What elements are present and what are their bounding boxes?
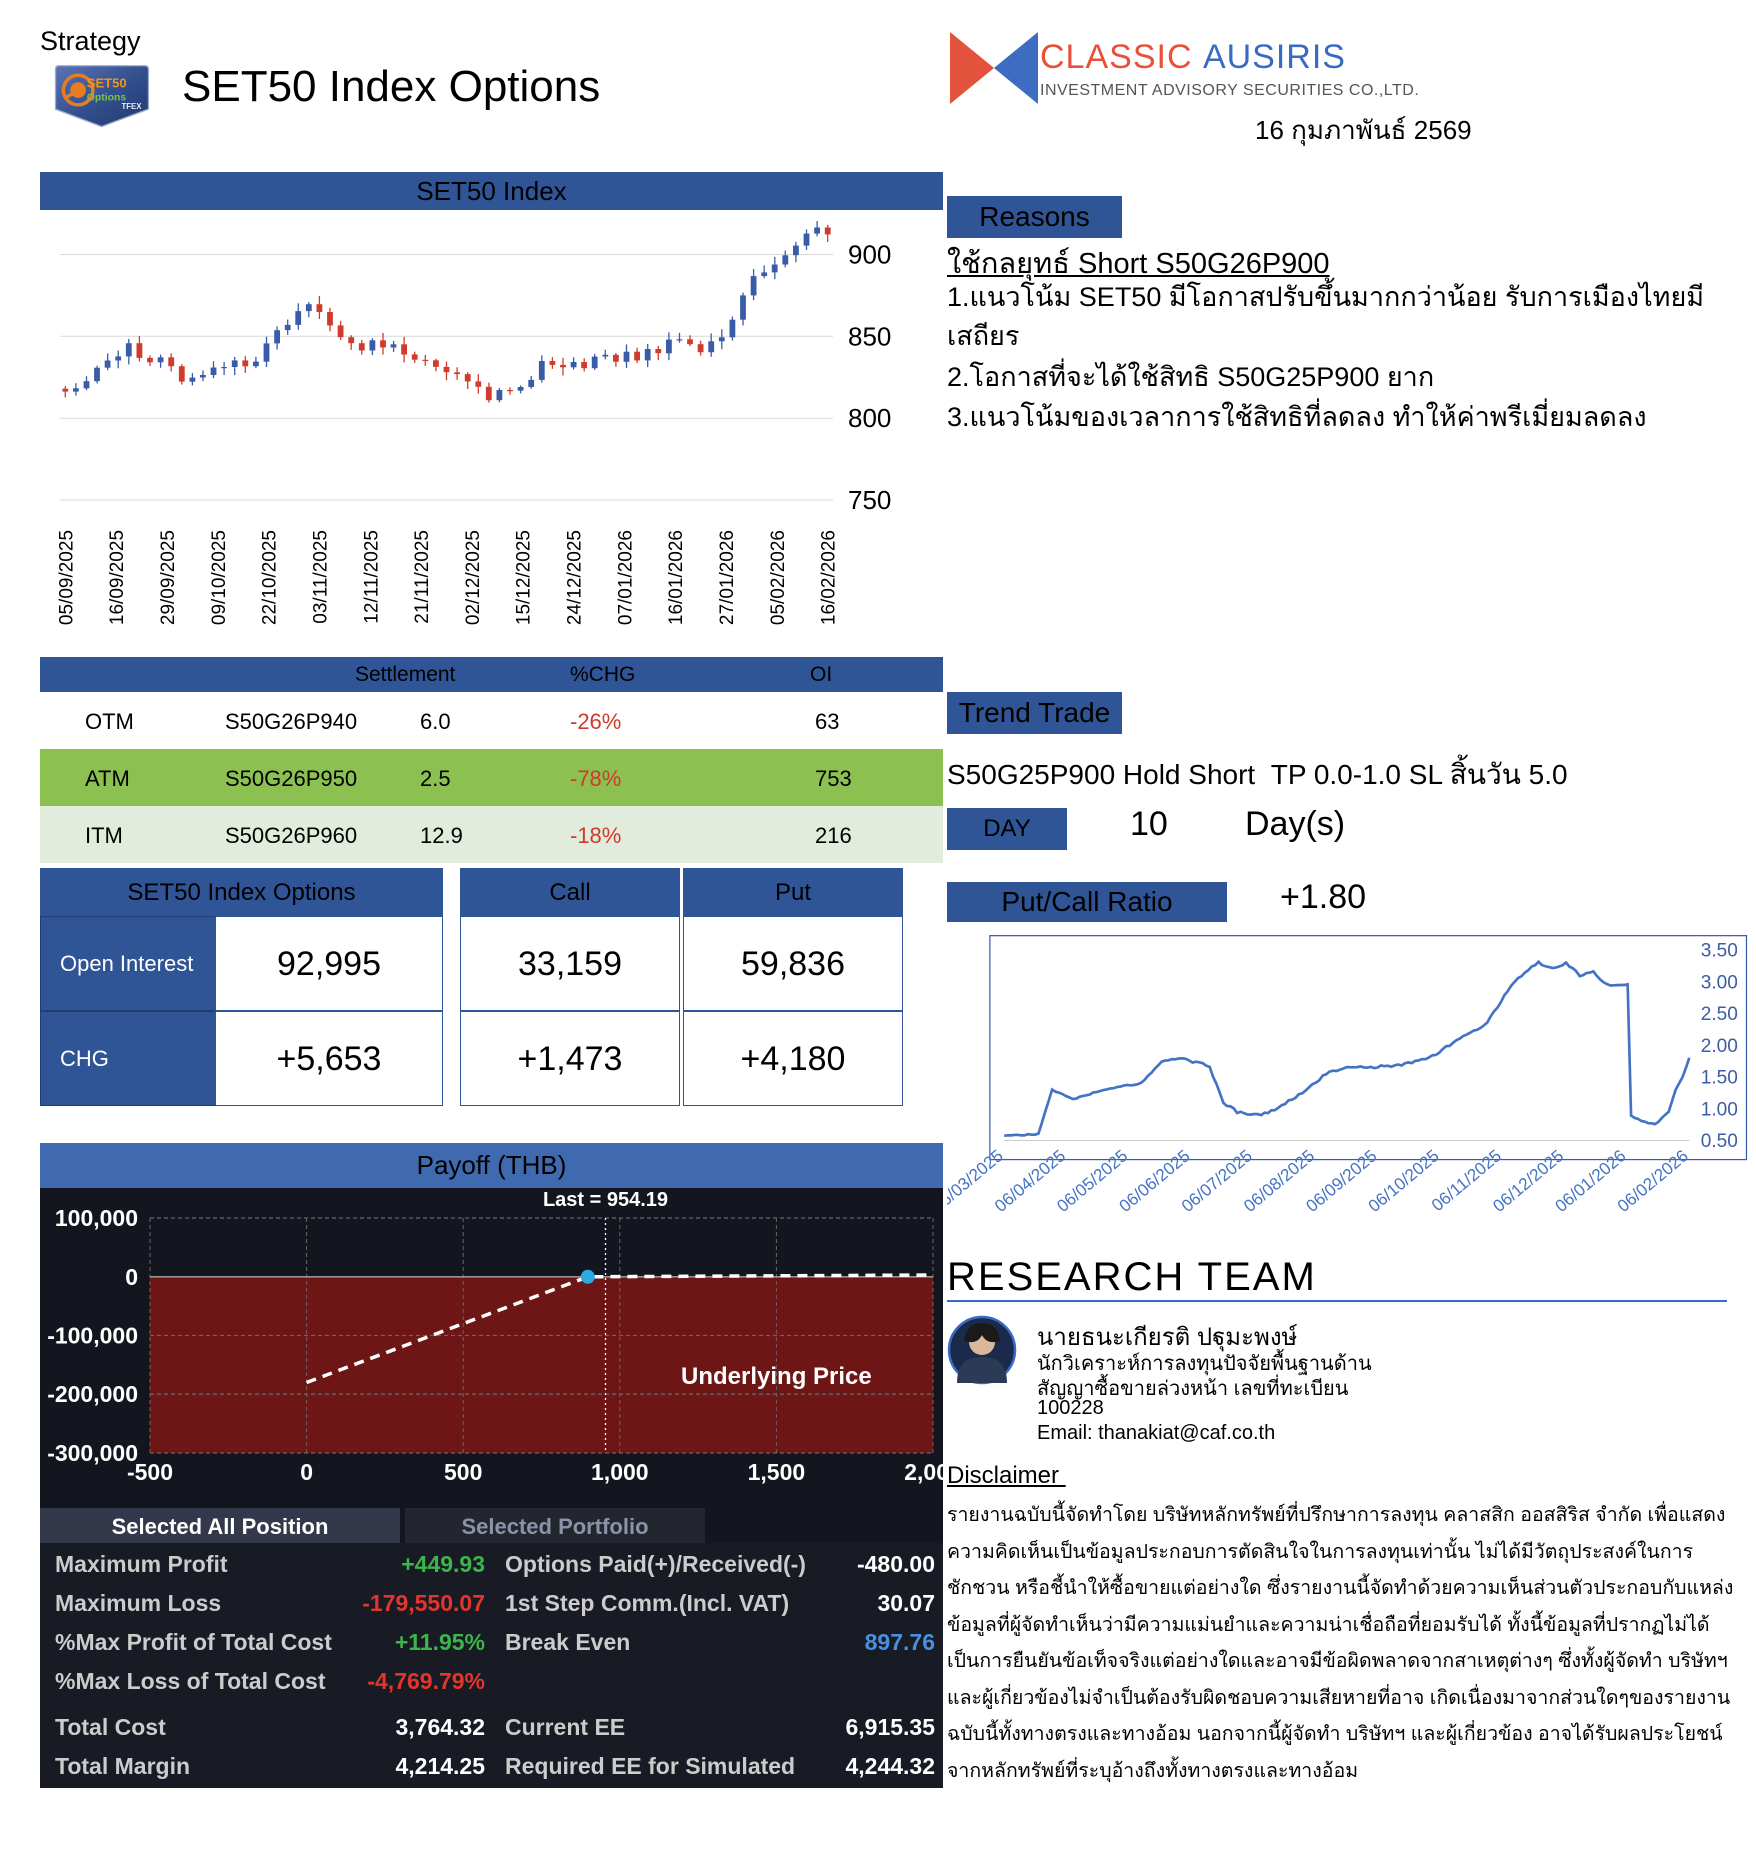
svg-text:-200,000: -200,000 (47, 1381, 138, 1407)
svg-text:03/11/2025: 03/11/2025 (310, 530, 331, 624)
svg-text:0.50: 0.50 (1701, 1131, 1738, 1152)
svg-text:3.50: 3.50 (1701, 941, 1738, 962)
svg-text:12/11/2025: 12/11/2025 (361, 530, 382, 624)
svg-text:1,500: 1,500 (748, 1459, 806, 1485)
svg-text:09/10/2025: 09/10/2025 (209, 530, 230, 625)
svg-text:21/11/2025: 21/11/2025 (412, 530, 433, 624)
svg-text:850: 850 (848, 321, 891, 351)
svg-text:100,000: 100,000 (55, 1205, 138, 1231)
svg-text:Last = 954.19: Last = 954.19 (543, 1189, 668, 1211)
svg-text:24/12/2025: 24/12/2025 (565, 530, 586, 625)
svg-text:500: 500 (444, 1459, 482, 1485)
svg-text:900: 900 (848, 240, 891, 270)
svg-text:16/09/2025: 16/09/2025 (107, 530, 128, 625)
svg-text:Underlying Price: Underlying Price (681, 1363, 872, 1390)
svg-text:27/01/2026: 27/01/2026 (717, 530, 738, 625)
svg-text:750: 750 (848, 485, 891, 515)
svg-text:15/12/2025: 15/12/2025 (514, 530, 535, 625)
svg-text:07/01/2026: 07/01/2026 (615, 530, 636, 625)
svg-text:-300,000: -300,000 (47, 1440, 138, 1466)
svg-text:1,000: 1,000 (591, 1459, 649, 1485)
svg-text:16/01/2026: 16/01/2026 (666, 530, 687, 625)
svg-text:1.00: 1.00 (1701, 1099, 1738, 1120)
svg-text:05/02/2026: 05/02/2026 (768, 530, 789, 625)
svg-text:800: 800 (848, 403, 891, 433)
svg-text:2.50: 2.50 (1701, 1004, 1738, 1025)
svg-text:SET50: SET50 (87, 75, 127, 90)
svg-text:05/09/2025: 05/09/2025 (56, 530, 77, 625)
svg-text:0: 0 (125, 1264, 138, 1290)
svg-text:Options: Options (87, 92, 127, 103)
svg-text:29/09/2025: 29/09/2025 (158, 530, 179, 625)
svg-text:TFEX: TFEX (122, 102, 143, 111)
svg-text:1.50: 1.50 (1701, 1068, 1738, 1089)
svg-text:2,000: 2,000 (904, 1459, 943, 1485)
svg-text:22/10/2025: 22/10/2025 (260, 530, 281, 625)
svg-text:02/12/2025: 02/12/2025 (463, 530, 484, 625)
svg-text:2.00: 2.00 (1701, 1036, 1738, 1057)
svg-text:3.00: 3.00 (1701, 972, 1738, 993)
svg-text:-100,000: -100,000 (47, 1323, 138, 1349)
svg-text:0: 0 (300, 1459, 313, 1485)
svg-text:16/02/2026: 16/02/2026 (819, 530, 840, 625)
